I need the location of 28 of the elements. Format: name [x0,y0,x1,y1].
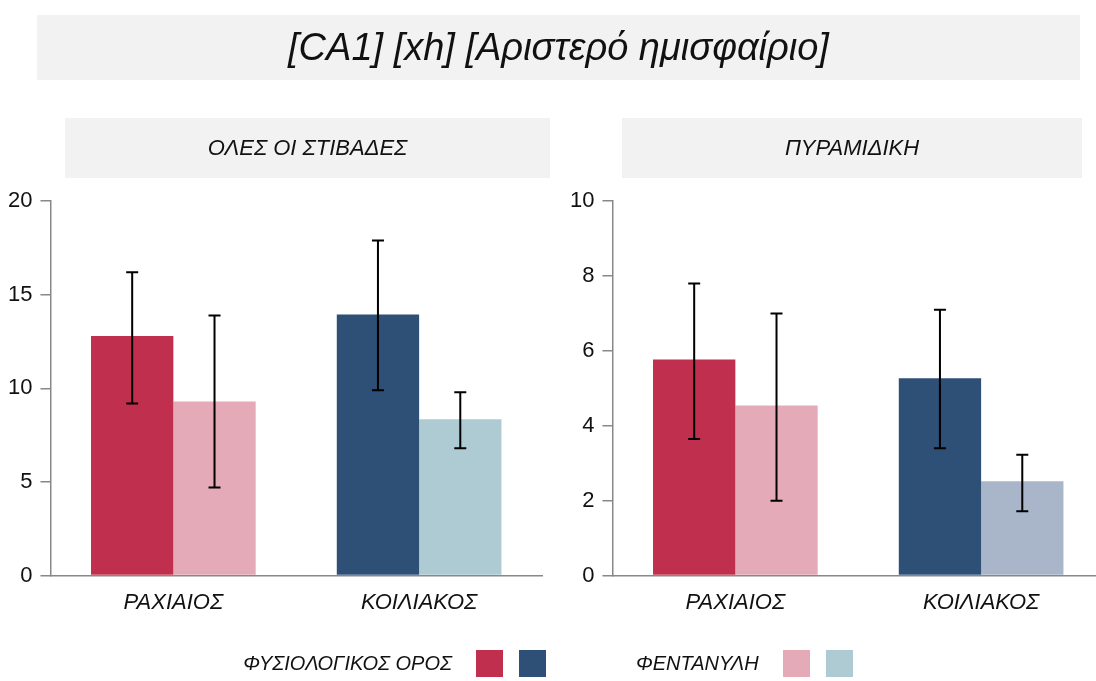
y-tick-label: 4 [582,411,595,437]
x-tick-label: ΚΟΙΛΙΑΚΟΣ [361,588,479,614]
chart-title: [CA1] [xh] [Αριστερό ημισφαίριο] [37,15,1080,80]
y-tick-label: 0 [20,561,33,587]
bar [735,405,818,575]
bar [336,314,420,575]
chart-subtitle: ΟΛΕΣ ΟΙ ΣΤΙΒΑΔΕΣ [65,118,550,178]
x-tick-label: ΡΑΧΙΑΙΟΣ [123,588,224,614]
y-tick-label: 10 [569,187,595,213]
legend-label: ΦΥΣΙΟΛΟΓΙΚΟΣ ΟΡΟΣ [243,652,452,675]
bar [91,335,174,575]
bar [173,401,256,575]
bar [653,359,736,575]
y-tick-label: 10 [7,374,33,400]
y-tick-label: 6 [582,337,595,363]
chart-subtitle: ΠΥΡΑΜΙΔΙΚΗ [622,118,1082,178]
x-tick-label: ΚΟΙΛΙΑΚΟΣ [923,588,1041,614]
y-tick-label: 20 [7,187,33,213]
legend-label: ΦΕΝΤΑΝΥΛΗ [635,652,759,675]
bar [981,481,1064,575]
y-tick-label: 2 [582,486,595,512]
bar [419,419,502,575]
y-tick-label: 8 [582,262,595,288]
y-tick-label: 0 [582,561,595,587]
y-tick-label: 15 [7,280,33,306]
bar [898,378,982,575]
x-tick-label: ΡΑΧΙΑΙΟΣ [685,588,786,614]
y-tick-label: 5 [20,468,33,494]
